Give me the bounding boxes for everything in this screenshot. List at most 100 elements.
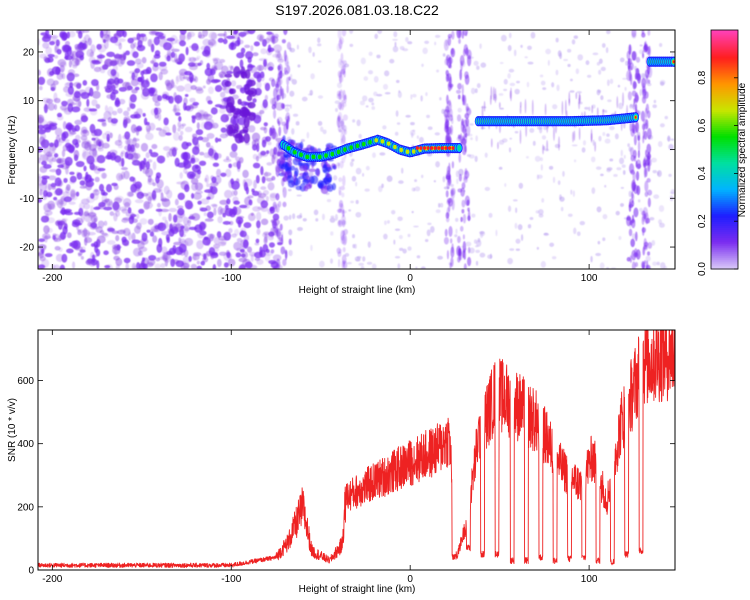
- noise-speckle-faint: [571, 39, 576, 45]
- noise-speckle: [156, 202, 161, 208]
- noise-speckle: [101, 194, 108, 204]
- noise-speckle: [90, 222, 98, 229]
- noise-speckle-faint: [515, 248, 521, 251]
- noise-speckle: [137, 76, 143, 83]
- streak-speckle: [445, 133, 451, 141]
- noise-speckle: [204, 51, 211, 58]
- noise-speckle-faint: [437, 255, 443, 260]
- noise-speckle: [110, 118, 118, 124]
- noise-speckle: [191, 62, 200, 67]
- noise-speckle-faint: [526, 81, 530, 88]
- ridge-bubble: [305, 154, 310, 160]
- snr-series-line: [38, 330, 675, 568]
- streak-speckle: [641, 88, 647, 97]
- noise-speckle: [79, 55, 84, 61]
- noise-speckle-faint: [363, 76, 369, 81]
- colorbar-tick-label: 0.4: [697, 166, 708, 180]
- colorbar-step: [711, 183, 738, 186]
- streak-speckle: [465, 117, 470, 127]
- noise-speckle: [152, 94, 160, 103]
- noise-speckle: [194, 224, 203, 233]
- noise-blob: [247, 87, 258, 97]
- noise-speckle: [54, 233, 60, 240]
- noise-speckle-faint: [645, 255, 651, 262]
- noise-speckle: [75, 134, 81, 141]
- noise-speckle: [195, 129, 204, 136]
- noise-speckle: [38, 85, 43, 91]
- streak-speckle: [647, 110, 651, 119]
- noise-speckle: [239, 230, 247, 238]
- noise-speckle: [109, 132, 113, 139]
- noise-speckle: [202, 256, 209, 263]
- noise-speckle: [192, 101, 199, 106]
- ridge-spike: [633, 98, 636, 108]
- noise-speckle: [84, 141, 92, 151]
- noise-speckle-faint: [308, 46, 312, 54]
- noise-speckle: [179, 130, 184, 136]
- noise-speckle: [231, 143, 238, 152]
- noise-speckle: [219, 199, 229, 205]
- noise-speckle-faint: [549, 242, 555, 247]
- colorbar-step: [711, 127, 738, 131]
- streak-speckle: [448, 64, 452, 69]
- colorbar-tick-label: 0.2: [697, 214, 708, 228]
- noise-speckle: [72, 138, 79, 146]
- colorbar-step: [711, 43, 738, 47]
- streak-speckle: [647, 30, 651, 36]
- noise-speckle: [252, 52, 259, 57]
- noise-speckle-faint: [627, 143, 630, 148]
- streak-speckle: [445, 69, 449, 76]
- streak-speckle: [633, 149, 637, 159]
- noise-speckle: [136, 108, 143, 116]
- noise-speckle: [80, 126, 88, 134]
- colorbar-step: [711, 223, 738, 226]
- noise-speckle: [73, 73, 80, 78]
- noise-speckle: [145, 132, 154, 141]
- noise-speckle: [53, 196, 58, 201]
- ridge-spike: [524, 98, 527, 114]
- noise-speckle: [195, 190, 204, 195]
- noise-speckle: [216, 231, 222, 238]
- noise-speckle: [62, 131, 69, 139]
- noise-speckle: [145, 161, 150, 170]
- noise-speckle-faint: [576, 231, 581, 236]
- colorbar-step: [711, 119, 738, 123]
- streak-speckle: [459, 225, 464, 232]
- noise-speckle: [266, 162, 273, 166]
- noise-speckle: [131, 147, 137, 156]
- streak-speckle: [338, 186, 341, 196]
- noise-speckle: [178, 237, 182, 243]
- streak-speckle: [635, 249, 641, 260]
- streak-speckle: [458, 249, 462, 261]
- noise-speckle: [138, 208, 145, 214]
- ridge-spike: [573, 130, 576, 141]
- noise-speckle-faint: [656, 261, 660, 266]
- noise-speckle-faint: [618, 102, 624, 110]
- colorbar-step: [711, 233, 738, 236]
- noise-speckle: [96, 260, 100, 269]
- noise-speckle: [219, 82, 226, 87]
- noise-speckle: [242, 169, 249, 179]
- noise-speckle: [214, 104, 223, 108]
- noise-blob: [247, 79, 256, 87]
- noise-speckle-faint: [615, 210, 620, 216]
- noise-speckle-faint: [609, 158, 614, 162]
- noise-blob: [229, 88, 236, 95]
- noise-blob: [244, 83, 250, 95]
- noise-speckle-faint: [317, 37, 321, 44]
- ridge-spike: [481, 105, 484, 120]
- noise-speckle-faint: [573, 35, 579, 39]
- ridge-spread: [309, 175, 315, 184]
- streak-speckle: [343, 124, 346, 134]
- noise-speckle-faint: [598, 69, 602, 75]
- noise-speckle: [193, 252, 202, 257]
- noise-speckle: [253, 179, 257, 190]
- colorbar-step: [711, 115, 738, 119]
- streak-speckle: [630, 218, 636, 224]
- noise-speckle: [203, 220, 207, 228]
- ridge-bubble: [286, 146, 291, 151]
- noise-speckle: [93, 128, 103, 137]
- noise-speckle: [214, 137, 219, 143]
- noise-speckle: [160, 208, 169, 213]
- noise-speckle-faint: [656, 170, 662, 177]
